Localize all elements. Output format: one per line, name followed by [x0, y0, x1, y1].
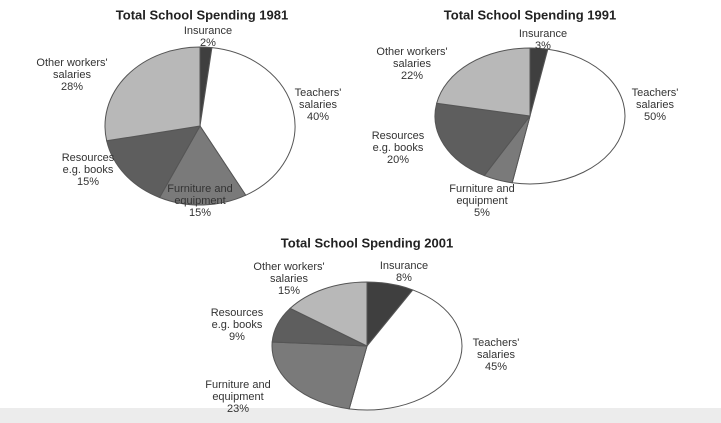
slice-label: Resources e.g. books 9% [202, 307, 272, 343]
slice-label: Resources e.g. books 20% [363, 130, 433, 166]
slice-label: Insurance 8% [364, 260, 444, 284]
value-label: 9% [229, 331, 245, 343]
pie-slice [348, 289, 463, 411]
category-label: Other workers' salaries [36, 57, 108, 81]
chart-title: Total School Spending 2001 [280, 235, 454, 251]
slice-label: Resources e.g. books 15% [53, 152, 123, 188]
slice-label: Furniture and equipment 23% [193, 379, 283, 415]
category-label: Resources e.g. books [210, 307, 264, 331]
category-label: Resources e.g. books [371, 130, 425, 154]
value-label: 2% [200, 37, 216, 49]
value-label: 23% [226, 403, 250, 415]
category-label: Furniture and equipment [167, 183, 233, 207]
pie-slice [104, 46, 201, 142]
slice-label: Teachers' salaries 50% [625, 87, 685, 123]
slice-label: Teachers' salaries 40% [288, 87, 348, 123]
category-label: Teachers' salaries [294, 87, 342, 111]
pie-slice [436, 47, 531, 117]
value-label: 22% [400, 70, 424, 82]
bottom-band [0, 408, 721, 423]
slice-label: Other workers' salaries 28% [30, 57, 115, 93]
pie-slice [434, 102, 531, 177]
pie-slice [271, 341, 368, 410]
slice-label: Other workers' salaries 15% [247, 261, 332, 297]
pie-slice [158, 125, 247, 206]
chart-title: Total School Spending 1981 [115, 7, 289, 23]
slice-label: Furniture and equipment 15% [155, 183, 245, 219]
chart-title: Total School Spending 1991 [443, 7, 617, 23]
value-label: 8% [396, 272, 412, 284]
category-label: Furniture and equipment [205, 379, 271, 403]
category-label: Insurance [518, 28, 568, 40]
pie [434, 47, 626, 185]
pie-slice [289, 281, 368, 347]
pie-slice [511, 48, 626, 185]
pie [271, 281, 463, 411]
value-label: 5% [474, 207, 490, 219]
category-label: Other workers' salaries [376, 46, 448, 70]
value-label: 45% [484, 361, 508, 373]
category-label: Insurance [183, 25, 233, 37]
pie-slice [106, 125, 201, 199]
category-label: Furniture and equipment [449, 183, 515, 207]
value-label: 3% [535, 40, 551, 52]
value-label: 28% [60, 81, 84, 93]
category-label: Teachers' salaries [472, 337, 520, 361]
value-label: 15% [277, 285, 301, 297]
pie-slice [199, 47, 296, 196]
slice-label: Teachers' salaries 45% [466, 337, 526, 373]
slice-label: Furniture and equipment 5% [437, 183, 527, 219]
slice-label: Other workers' salaries 22% [370, 46, 455, 82]
slice-label: Insurance 2% [168, 25, 248, 49]
category-label: Insurance [379, 260, 429, 272]
slice-label: Insurance 3% [503, 28, 583, 52]
category-label: Other workers' salaries [253, 261, 325, 285]
value-label: 50% [643, 111, 667, 123]
category-label: Teachers' salaries [631, 87, 679, 111]
value-label: 15% [76, 176, 100, 188]
value-label: 20% [386, 154, 410, 166]
value-label: 40% [306, 111, 330, 123]
category-label: Resources e.g. books [61, 152, 115, 176]
value-label: 15% [188, 207, 212, 219]
pie [104, 46, 296, 206]
